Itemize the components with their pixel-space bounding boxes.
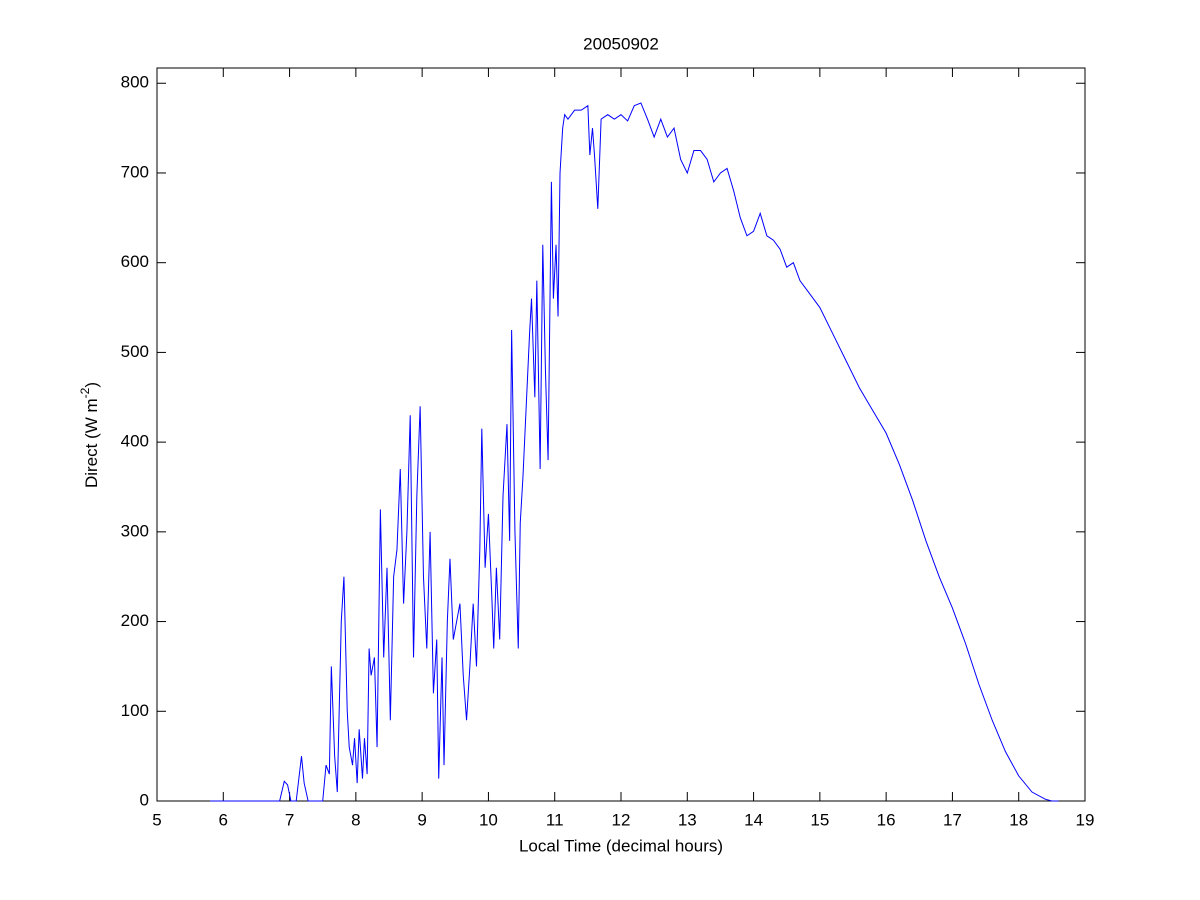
plot-area (156, 67, 1086, 802)
y-tick-label: 100 (121, 701, 149, 720)
chart-title: 20050902 (583, 34, 659, 53)
y-tick-label: 400 (121, 432, 149, 451)
y-tick-label: 500 (121, 342, 149, 361)
data-line (210, 102, 1059, 802)
x-tick-label: 14 (744, 810, 763, 829)
x-tick-label: 17 (943, 810, 962, 829)
y-axis-label-text: Direct (W m (82, 398, 101, 488)
y-tick-label: 300 (121, 521, 149, 540)
y-axis-label-superscript: -2 (78, 387, 92, 398)
y-axis-label: Direct (W m-2) (78, 382, 101, 488)
y-tick-label: 600 (121, 252, 149, 271)
x-tick-label: 15 (810, 810, 829, 829)
x-tick-label: 18 (1009, 810, 1028, 829)
y-tick-label: 200 (121, 611, 149, 630)
x-tick-label: 16 (877, 810, 896, 829)
x-tick-label: 5 (152, 810, 161, 829)
x-tick-label: 10 (479, 810, 498, 829)
x-axis-label: Local Time (decimal hours) (519, 836, 723, 855)
x-tick-label: 6 (219, 810, 228, 829)
y-tick-label: 0 (140, 790, 149, 809)
x-tick-label: 11 (546, 810, 564, 829)
x-tick-label: 9 (417, 810, 426, 829)
x-tick-label: 13 (678, 810, 697, 829)
y-tick-label: 800 (121, 73, 149, 92)
x-tick-label: 8 (351, 810, 360, 829)
x-tick-label: 12 (612, 810, 631, 829)
x-tick-label: 7 (285, 810, 294, 829)
x-tick-label: 19 (1076, 810, 1095, 829)
y-tick-label: 700 (121, 162, 149, 181)
y-axis-label-suffix: ) (82, 382, 101, 388)
